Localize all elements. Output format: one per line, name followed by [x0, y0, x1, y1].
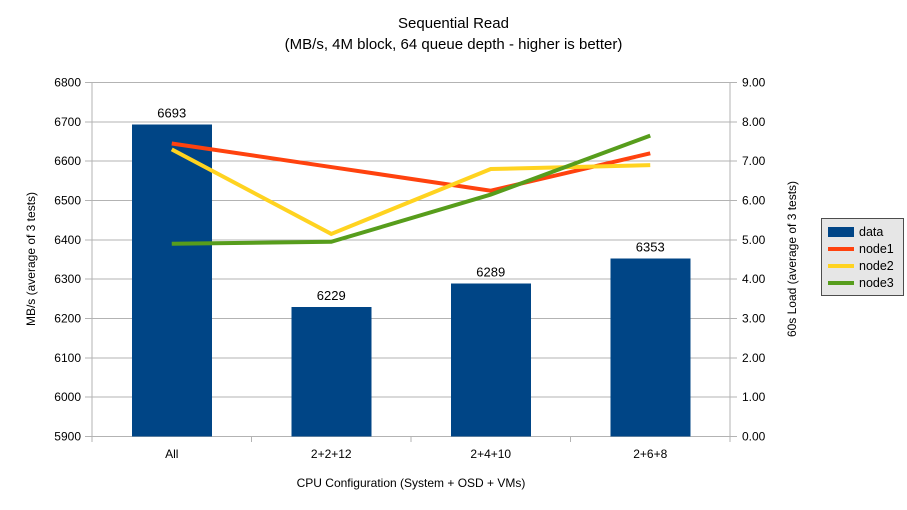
bar [610, 258, 691, 437]
legend: data node1 node2 node3 [821, 218, 904, 296]
left-axis-tick-label: 6300 [54, 272, 81, 286]
legend-label: node1 [859, 242, 894, 256]
legend-swatch-data [828, 227, 854, 237]
right-axis-tick-label: 7.00 [742, 154, 766, 168]
legend-item-node1: node1 [828, 242, 897, 256]
right-axis-tick-label: 2.00 [742, 351, 766, 365]
legend-swatch-node1 [828, 247, 854, 251]
bar-value-label: 6229 [317, 288, 346, 303]
category-label: 2+4+10 [470, 447, 511, 461]
bar-value-label: 6289 [476, 264, 505, 279]
right-axis-tick-label: 5.00 [742, 233, 766, 247]
right-axis-tick-label: 1.00 [742, 390, 766, 404]
left-axis-tick-label: 6600 [54, 154, 81, 168]
legend-label: node3 [859, 276, 894, 290]
right-axis-tick-label: 4.00 [742, 272, 766, 286]
right-axis-tick-label: 6.00 [742, 194, 766, 208]
left-axis-tick-label: 6500 [54, 194, 81, 208]
chart-title: Sequential Read [398, 15, 509, 32]
category-label: All [165, 447, 178, 461]
line-node3 [171, 133, 651, 246]
left-axis-tick-label: 6000 [54, 390, 81, 404]
legend-swatch-node2 [828, 264, 854, 268]
x-axis-title: CPU Configuration (System + OSD + VMs) [296, 476, 526, 490]
left-axis-title: MB/s (average of 3 tests) [24, 191, 38, 327]
bar [450, 283, 531, 437]
bar [291, 307, 372, 437]
right-axis-tick-label: 8.00 [742, 115, 766, 129]
legend-label: node2 [859, 259, 894, 273]
legend-label: data [859, 225, 884, 239]
chart-subtitle: (MB/s, 4M block, 64 queue depth - higher… [284, 36, 623, 53]
left-axis-tick-label: 6800 [54, 76, 81, 90]
left-axis-tick-label: 6400 [54, 233, 81, 247]
bar-value-label: 6353 [636, 239, 665, 254]
right-axis-tick-label: 3.00 [742, 312, 766, 326]
left-axis-tick-label: 6700 [54, 115, 81, 129]
legend-swatch-node3 [828, 281, 854, 285]
left-axis-tick-label: 5900 [54, 430, 81, 444]
line-node1 [171, 141, 651, 193]
legend-item-node2: node2 [828, 259, 897, 273]
legend-item-node3: node3 [828, 276, 897, 290]
left-axis-tick-label: 6200 [54, 312, 81, 326]
left-axis-tick-label: 6100 [54, 351, 81, 365]
bar-value-label: 6693 [157, 106, 186, 121]
category-label: 2+6+8 [633, 447, 667, 461]
bar [131, 124, 212, 437]
right-axis-tick-label: 9.00 [742, 76, 766, 90]
right-axis-title: 60s Load (average of 3 tests) [785, 180, 799, 338]
category-label: 2+2+12 [311, 447, 352, 461]
right-axis-tick-label: 0.00 [742, 430, 766, 444]
legend-item-data: data [828, 225, 897, 239]
